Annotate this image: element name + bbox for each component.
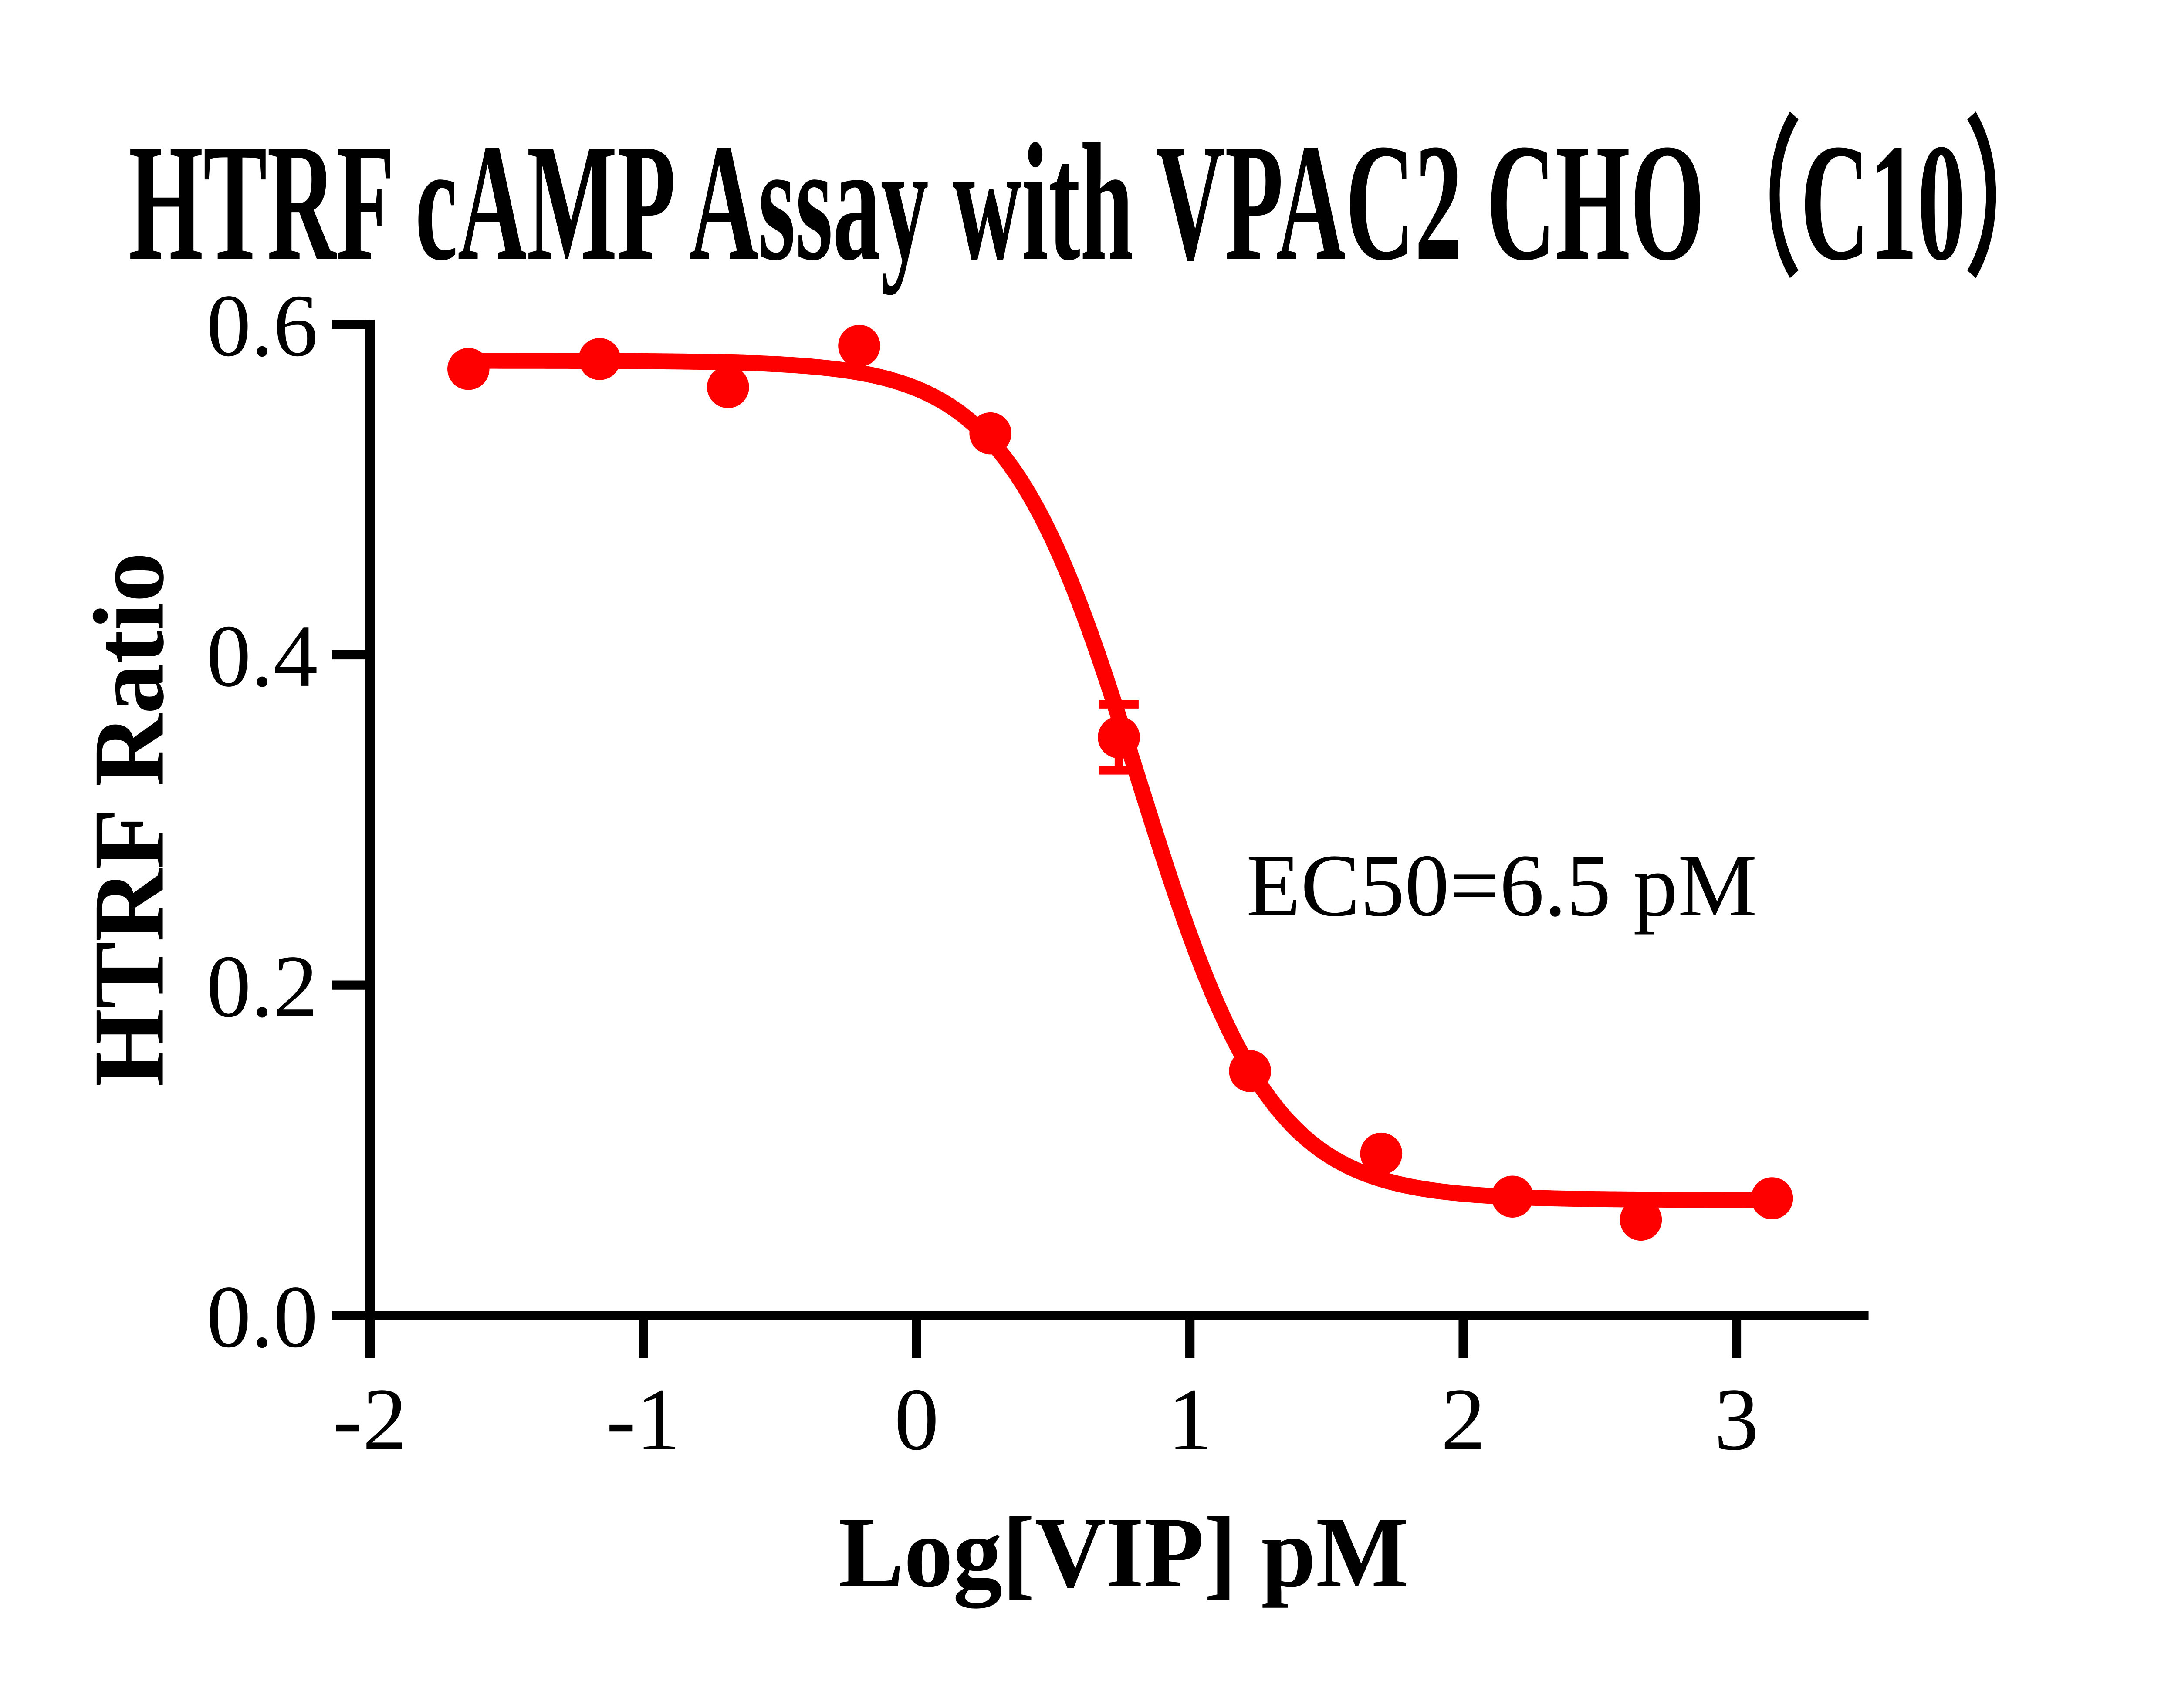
axes-layer: 0.0 0.2 0.4 0.6 -2 -1 0 1 2 3 <box>206 277 1869 1469</box>
data-point <box>1229 1050 1271 1092</box>
data-point <box>1491 1175 1534 1218</box>
y-axis-title: HTRF Ratio <box>74 552 185 1087</box>
x-tick-label: 2 <box>1441 1370 1485 1469</box>
data-point <box>1620 1198 1662 1241</box>
data-point <box>1098 716 1140 759</box>
chart-title: HTRF cAMP Assay with VPAC2 CHO（C10） <box>129 109 2061 295</box>
ec50-annotation: EC50=6.5 pM <box>1246 837 1757 935</box>
x-tick-label: -1 <box>606 1370 680 1469</box>
data-point <box>1360 1132 1403 1175</box>
x-tick-label: 1 <box>1168 1370 1212 1469</box>
y-tick-label: 0.6 <box>206 277 318 375</box>
data-point <box>838 324 880 367</box>
data-point <box>578 338 621 380</box>
x-axis-title: Log[VIP] pM <box>839 1497 1409 1608</box>
x-tick-label: 3 <box>1714 1370 1759 1469</box>
y-tick-label: 0.2 <box>206 938 318 1036</box>
y-tick-label: 0.4 <box>206 607 318 705</box>
x-tick-label: -2 <box>333 1370 407 1469</box>
x-tick-label: 0 <box>894 1370 939 1469</box>
data-point <box>1751 1177 1793 1219</box>
dose-response-curve <box>464 352 1779 1208</box>
data-point <box>447 348 490 390</box>
series-layer <box>447 324 1793 1241</box>
data-point <box>707 366 749 408</box>
y-tick-label: 0.0 <box>206 1268 318 1366</box>
data-point <box>969 412 1011 455</box>
